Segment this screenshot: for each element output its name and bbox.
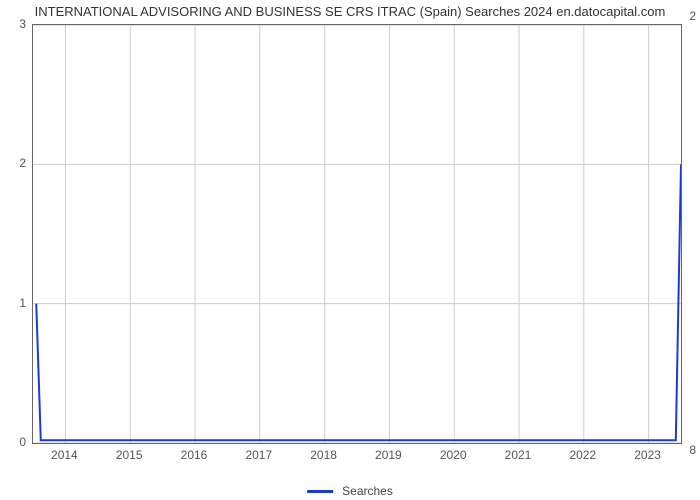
y-tick-label: 0 [12, 435, 26, 449]
legend-label: Searches [342, 484, 393, 498]
secondary-y-tick-label: 2 [689, 9, 696, 23]
legend: Searches [307, 484, 393, 498]
x-tick-label: 2018 [310, 448, 337, 462]
secondary-y-tick-label: 8 [689, 443, 696, 457]
y-tick-label: 3 [12, 17, 26, 31]
x-tick-label: 2021 [505, 448, 532, 462]
plot-svg [33, 25, 681, 443]
legend-swatch [307, 490, 333, 493]
y-tick-label: 2 [12, 156, 26, 170]
x-tick-label: 2020 [440, 448, 467, 462]
x-tick-label: 2015 [116, 448, 143, 462]
chart-container: INTERNATIONAL ADVISORING AND BUSINESS SE… [0, 0, 700, 500]
x-tick-label: 2014 [51, 448, 78, 462]
x-tick-label: 2022 [569, 448, 596, 462]
chart-title: INTERNATIONAL ADVISORING AND BUSINESS SE… [0, 0, 700, 19]
x-tick-label: 2016 [181, 448, 208, 462]
x-tick-label: 2023 [634, 448, 661, 462]
x-tick-label: 2017 [245, 448, 272, 462]
y-tick-label: 1 [12, 296, 26, 310]
plot-area [32, 24, 682, 444]
gridlines [33, 25, 681, 443]
x-tick-label: 2019 [375, 448, 402, 462]
